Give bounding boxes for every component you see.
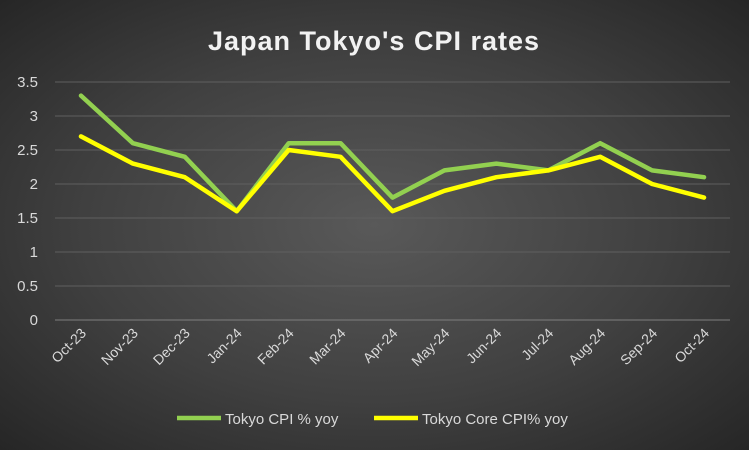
chart-title: Japan Tokyo's CPI rates	[208, 26, 540, 56]
x-tick-label: Sep-24	[617, 325, 660, 368]
x-tick-label: Apr-24	[360, 325, 401, 366]
y-tick-label: 0	[30, 312, 38, 329]
y-tick-label: 3.5	[17, 74, 38, 91]
y-tick-label: 2	[30, 176, 38, 193]
y-tick-label: 1.5	[17, 210, 38, 227]
series-line-0	[78, 93, 707, 214]
x-tick-label: Jan-24	[203, 325, 245, 367]
legend: Tokyo CPI % yoy Tokyo Core CPI% yoy	[177, 411, 568, 428]
legend-label: Tokyo CPI % yoy	[225, 411, 339, 428]
x-tick-label: Mar-24	[306, 325, 349, 368]
y-tick-label: 1	[30, 244, 38, 261]
x-tick-label: Aug-24	[565, 325, 608, 368]
x-tick-label: Nov-23	[98, 325, 141, 368]
x-tick-label: Jun-24	[463, 325, 505, 367]
x-tick-label: Oct-24	[671, 325, 712, 366]
x-tick-label: Feb-24	[254, 325, 297, 368]
x-tick-label: Oct-23	[48, 325, 89, 366]
y-tick-label: 0.5	[17, 278, 38, 295]
x-tick-label: May-24	[408, 325, 452, 369]
x-tick-label: Dec-23	[150, 325, 193, 368]
x-tick-label: Jul-24	[518, 325, 556, 363]
y-tick-label: 2.5	[17, 142, 38, 159]
y-tick-label: 3	[30, 108, 38, 125]
legend-label: Tokyo Core CPI% yoy	[422, 411, 568, 428]
